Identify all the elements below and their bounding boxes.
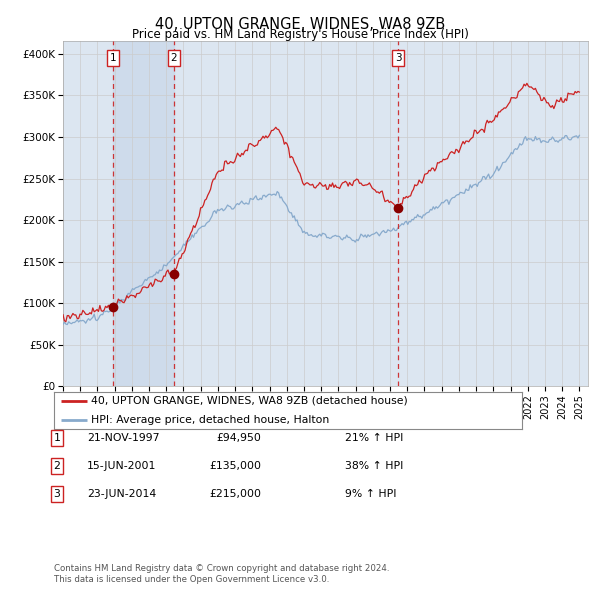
Text: 3: 3 bbox=[395, 53, 401, 63]
Text: 9% ↑ HPI: 9% ↑ HPI bbox=[345, 490, 397, 499]
Text: 15-JUN-2001: 15-JUN-2001 bbox=[87, 461, 157, 471]
Text: 21% ↑ HPI: 21% ↑ HPI bbox=[345, 433, 403, 442]
Bar bbox=[113, 41, 174, 386]
Text: Contains HM Land Registry data © Crown copyright and database right 2024.: Contains HM Land Registry data © Crown c… bbox=[54, 565, 389, 573]
Text: 1: 1 bbox=[53, 433, 61, 442]
Text: 23-JUN-2014: 23-JUN-2014 bbox=[87, 490, 156, 499]
Text: £94,950: £94,950 bbox=[216, 433, 261, 442]
Text: 1: 1 bbox=[110, 53, 116, 63]
Text: 3: 3 bbox=[53, 490, 61, 499]
Text: 2: 2 bbox=[53, 461, 61, 471]
Text: Price paid vs. HM Land Registry's House Price Index (HPI): Price paid vs. HM Land Registry's House … bbox=[131, 28, 469, 41]
Text: 21-NOV-1997: 21-NOV-1997 bbox=[87, 433, 160, 442]
Text: £215,000: £215,000 bbox=[209, 490, 261, 499]
Text: 38% ↑ HPI: 38% ↑ HPI bbox=[345, 461, 403, 471]
Text: 40, UPTON GRANGE, WIDNES, WA8 9ZB (detached house): 40, UPTON GRANGE, WIDNES, WA8 9ZB (detac… bbox=[91, 396, 408, 406]
Text: £135,000: £135,000 bbox=[209, 461, 261, 471]
Text: HPI: Average price, detached house, Halton: HPI: Average price, detached house, Halt… bbox=[91, 415, 329, 425]
Text: 2: 2 bbox=[171, 53, 178, 63]
Text: This data is licensed under the Open Government Licence v3.0.: This data is licensed under the Open Gov… bbox=[54, 575, 329, 584]
Text: 40, UPTON GRANGE, WIDNES, WA8 9ZB: 40, UPTON GRANGE, WIDNES, WA8 9ZB bbox=[155, 17, 445, 31]
